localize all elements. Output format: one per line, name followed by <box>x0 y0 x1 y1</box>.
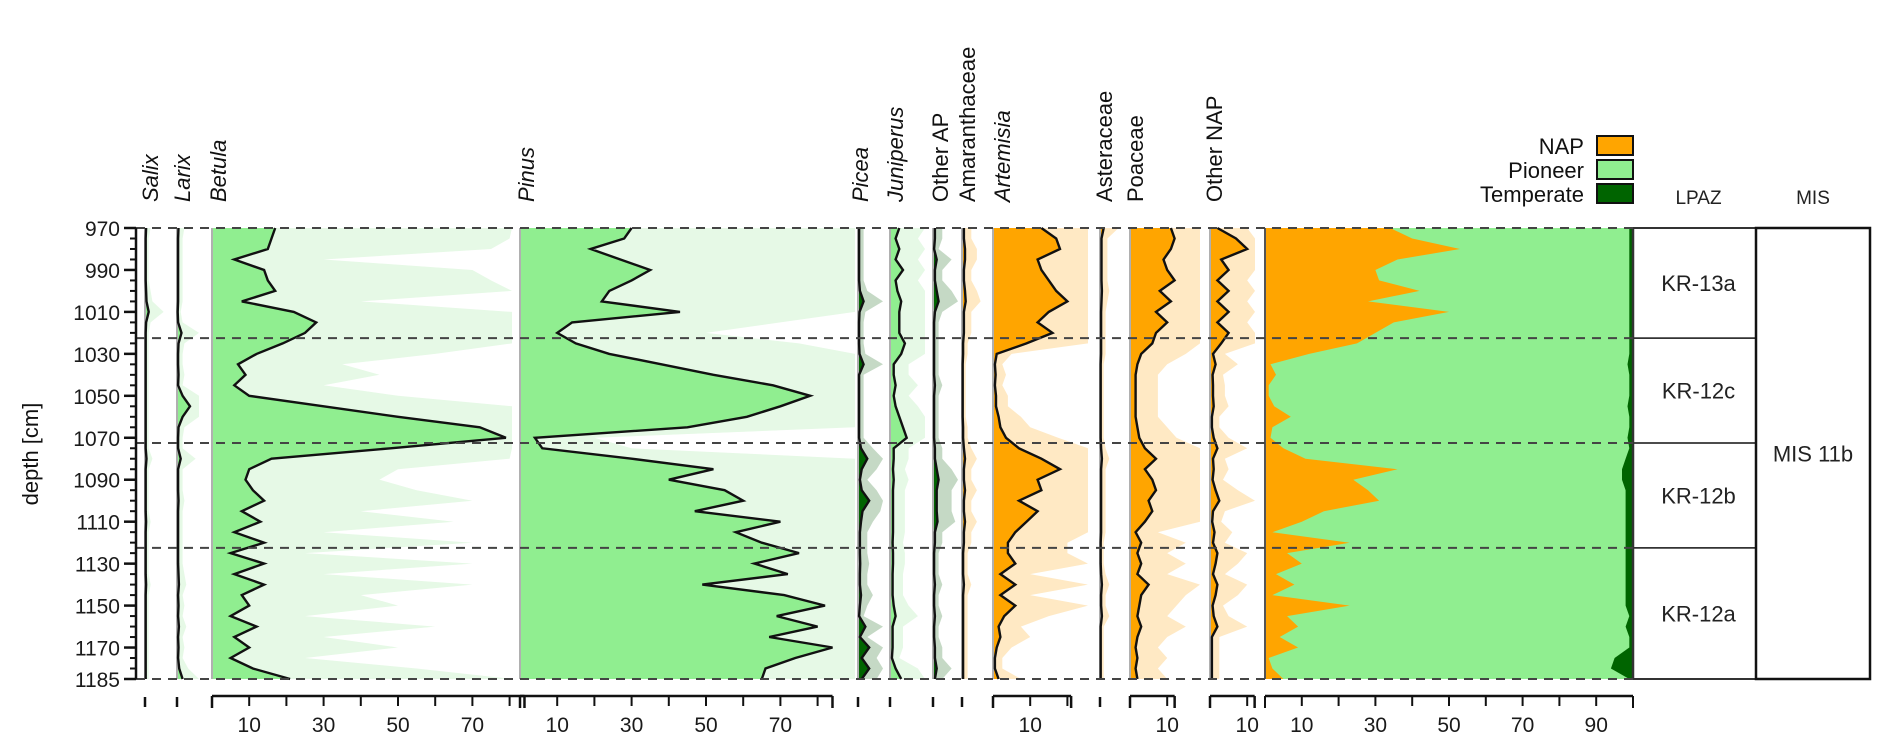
pinus-tick-label: 70 <box>769 714 792 737</box>
betula-curve <box>226 227 507 681</box>
asteraceae-curve <box>1099 227 1105 679</box>
taxon-labels: Salix Larix Betula Pinus Picea Juniperus Other… <box>138 47 1227 204</box>
betula-tick-label: 10 <box>238 714 261 737</box>
summary-tick-label: 90 <box>1585 714 1608 737</box>
fill-layer <box>145 228 1633 679</box>
lpaz-header: LPAZ <box>1675 188 1722 209</box>
pinus-curve <box>532 227 833 680</box>
picea-curve <box>857 228 871 680</box>
legend-label-pioneer: Pioneer <box>1508 158 1584 183</box>
depth-tick-label: 1070 <box>73 428 120 451</box>
taxon-label-pinus: Pinus <box>514 147 539 202</box>
other-ap-curve <box>932 228 940 680</box>
summary-tick-label: 30 <box>1364 714 1387 737</box>
pinus-tick-label: 30 <box>620 714 643 737</box>
legend-label-temperate: Temperate <box>1480 182 1584 207</box>
y-axis-title: depth [cm] <box>18 403 43 506</box>
depth-tick-label: 1010 <box>73 302 120 325</box>
legend-swatch-nap <box>1596 135 1634 156</box>
artemisia-curve <box>993 227 1070 680</box>
other-nap-curve <box>1210 226 1250 679</box>
depth-tick-label: 1030 <box>73 344 120 367</box>
salix-curve <box>144 227 150 679</box>
pinus-tick-label: 10 <box>546 714 569 737</box>
taxon-label-betula: Betula <box>206 140 231 202</box>
larix-exaggeration-area <box>177 228 199 679</box>
depth-tick-label: 1110 <box>76 512 120 535</box>
mis-header: MIS <box>1796 188 1830 209</box>
artemisia-tick-label: 10 <box>1019 714 1042 737</box>
lpaz-zone-label: KR-12b <box>1661 483 1736 508</box>
legend-swatch-temperate <box>1596 183 1634 204</box>
amaranthaceae-curve <box>961 228 967 679</box>
taxon-label-picea: Picea <box>848 147 873 202</box>
summary-tick-label: 70 <box>1511 714 1534 737</box>
betula-tick-label: 70 <box>461 714 484 737</box>
summary-tick-label: 10 <box>1290 714 1313 737</box>
mis-box <box>1754 226 1872 681</box>
depth-tick-label: 990 <box>85 260 120 283</box>
other-nap-area <box>1210 228 1248 679</box>
legend-label-nap: NAP <box>1539 134 1584 159</box>
x-axis-layer: 10 30 50 70 10 30 50 70 10 10 10 10 30 50 70 90 <box>143 694 1634 737</box>
lpaz-zone-label: KR-13a <box>1661 271 1736 296</box>
mis-zone-label: MIS 11b <box>1773 442 1853 467</box>
depth-tick-label: 970 <box>85 218 120 241</box>
taxon-label-artemisia: Artemisia <box>990 110 1015 204</box>
juniperus-curve <box>890 227 909 680</box>
taxon-label-amaranthaceae: Amaranthaceae <box>955 47 980 202</box>
lpaz-zone-label: KR-12c <box>1662 379 1735 404</box>
curve-layer <box>144 226 1250 681</box>
lpaz-zone-label: KR-12a <box>1661 601 1736 626</box>
taxon-label-other-nap: Other NAP <box>1202 96 1227 202</box>
summary-nap-area <box>1265 228 1460 679</box>
depth-tick-label: 1170 <box>75 638 120 661</box>
larix-curve <box>176 227 192 680</box>
poaceae-tick-label: 10 <box>1156 714 1179 737</box>
taxon-label-other-ap: Other AP <box>928 113 953 202</box>
taxon-label-salix: Salix <box>138 153 163 202</box>
picea-exaggeration-area <box>858 228 883 679</box>
zonation-table: LPAZ MIS KR-13a KR-12c KR-12b KR-12a MIS 11b <box>1633 188 1872 681</box>
depth-tick-label: 1150 <box>75 596 120 619</box>
depth-axis: depth [cm] 970 990 1010 1030 1050 1070 1090 111… <box>18 218 138 692</box>
taxon-label-poaceae: Poaceae <box>1123 115 1148 202</box>
exaggeration-layer <box>145 228 1255 679</box>
depth-tick-label: 1090 <box>73 470 120 493</box>
asteraceae-exaggeration-area <box>1100 228 1119 679</box>
betula-area <box>212 228 506 679</box>
taxon-label-asteraceae: Asteraceae <box>1092 91 1117 202</box>
poaceae-area <box>1130 228 1175 679</box>
depth-tick-label: 1050 <box>73 386 120 409</box>
taxon-label-juniperus: Juniperus <box>883 107 908 203</box>
betula-tick-label: 30 <box>312 714 335 737</box>
other-nap-tick-label: 10 <box>1236 714 1259 737</box>
taxon-label-larix: Larix <box>170 153 195 202</box>
pinus-area <box>520 228 833 679</box>
depth-tick-label: 1185 <box>75 669 120 692</box>
poaceae-curve <box>1134 227 1177 680</box>
betula-tick-label: 50 <box>386 714 409 737</box>
depth-tick-label: 1130 <box>75 554 120 577</box>
summary-tick-label: 50 <box>1437 714 1460 737</box>
salix-exaggeration-area <box>145 228 164 679</box>
amaranthaceae-exaggeration-area <box>962 228 981 679</box>
legend-swatch-pioneer <box>1596 159 1634 180</box>
pinus-tick-label: 50 <box>694 714 717 737</box>
baseline-layer <box>144 228 1635 679</box>
